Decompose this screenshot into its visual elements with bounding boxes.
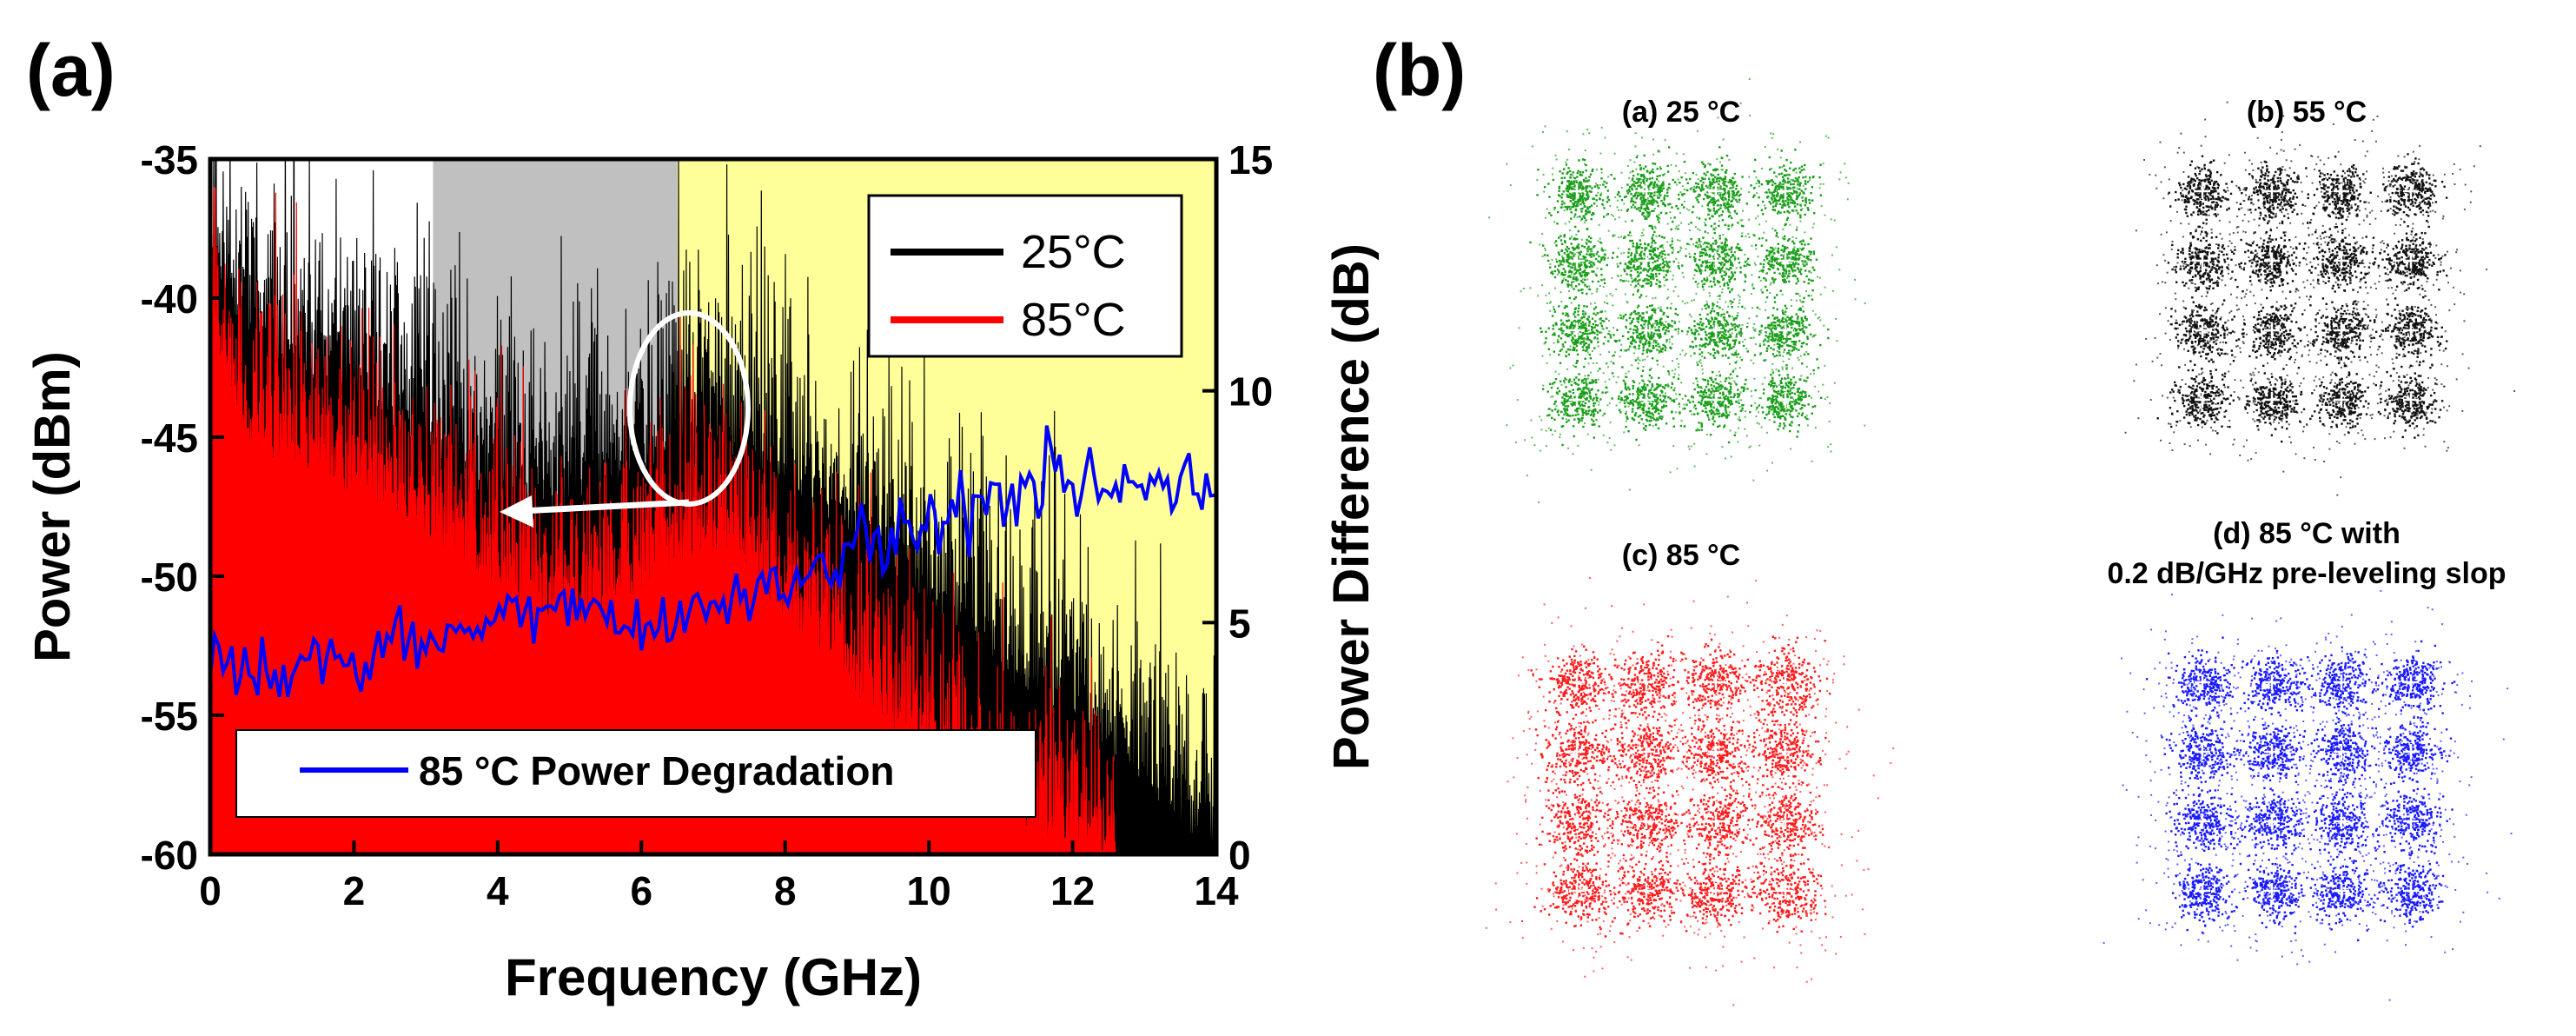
y2-tick-label: 0	[1228, 833, 1251, 878]
ideal-point-crosses	[2195, 674, 2419, 899]
y-tick-label: -40	[141, 276, 198, 322]
axis-arrow-head	[500, 495, 533, 528]
legend-bottom: 85 °C Power Degradation	[235, 729, 1036, 818]
x-tick-label: 14	[1194, 868, 1239, 913]
x-tick-label: 8	[774, 868, 797, 913]
panel-label-b: (b)	[1373, 30, 1466, 111]
legend-bottom-box	[235, 729, 1036, 818]
legend-label-degradation: 85 °C Power Degradation	[419, 748, 895, 794]
y-tick-label: -60	[141, 833, 198, 878]
legend-top: 25°C 85°C	[867, 194, 1183, 358]
ideal-point-crosses	[1569, 183, 1793, 408]
spectrum-chart: 0 2 4 6 8 10 12 14 -60 -55 -50 -45 -40 -35 0 5 10 15 Freq…	[24, 137, 1380, 1006]
constellation-title: (b) 55 °C	[2247, 96, 2367, 129]
plot-frame	[208, 156, 1219, 857]
y2-tick-label: 15	[1228, 137, 1273, 183]
annotations	[500, 310, 751, 528]
y-tick-label: -55	[141, 694, 198, 739]
x-tick-label: 4	[487, 868, 509, 913]
y-tick-label: -45	[141, 415, 198, 461]
constellation-subtitle: 0.2 dB/GHz pre-leveling slop	[2107, 557, 2506, 590]
y2-tick-label: 10	[1228, 369, 1273, 415]
panel-label-a: (a)	[26, 30, 116, 111]
ideal-point-crosses	[2195, 183, 2419, 408]
constellation-points	[1488, 78, 1866, 503]
x-tick-label: 6	[630, 868, 652, 913]
constellation-3: (c) 85 °C	[1485, 539, 1895, 1006]
series-power-degradation	[210, 425, 1215, 698]
x-tick-label: 10	[907, 868, 951, 913]
y-axis-label: Power (dBm)	[24, 351, 81, 662]
x-tick-label: 2	[343, 868, 366, 913]
constellation-1: (a) 25 °C	[1488, 78, 1866, 503]
y-tick-label: -35	[141, 137, 198, 183]
constellation-points	[1485, 577, 1895, 1006]
x-tick-label: 0	[199, 868, 222, 913]
y2-tick-label: 5	[1228, 601, 1251, 646]
constellation-2: (b) 55 °C	[2124, 96, 2516, 496]
constellation-title: (d) 85 °C with	[2213, 517, 2401, 550]
y-tick-label: -50	[141, 555, 198, 600]
constellation-panel: (a) 25 °C (b) 55 °C (c) 85 °C (d) 85 °C wit…	[1485, 78, 2516, 1006]
ideal-point-crosses	[1569, 674, 1793, 899]
x-tick-label: 12	[1050, 868, 1095, 913]
axis-arrow	[520, 499, 690, 515]
constellation-points	[2124, 101, 2516, 496]
legend-top-box	[867, 194, 1183, 358]
legend-label-85c: 85°C	[1021, 294, 1126, 346]
constellation-title: (c) 85 °C	[1622, 539, 1740, 572]
y2-axis-label: Power Difference (dB)	[1323, 243, 1380, 770]
constellation-points	[2103, 589, 2513, 1001]
legend-label-25c: 25°C	[1021, 226, 1126, 278]
constellation-4: (d) 85 °C with 0.2 dB/GHz pre-leveling sl…	[2103, 517, 2513, 1001]
constellation-title: (a) 25 °C	[1622, 96, 1740, 129]
x-axis-label: Frequency (GHz)	[505, 948, 922, 1006]
